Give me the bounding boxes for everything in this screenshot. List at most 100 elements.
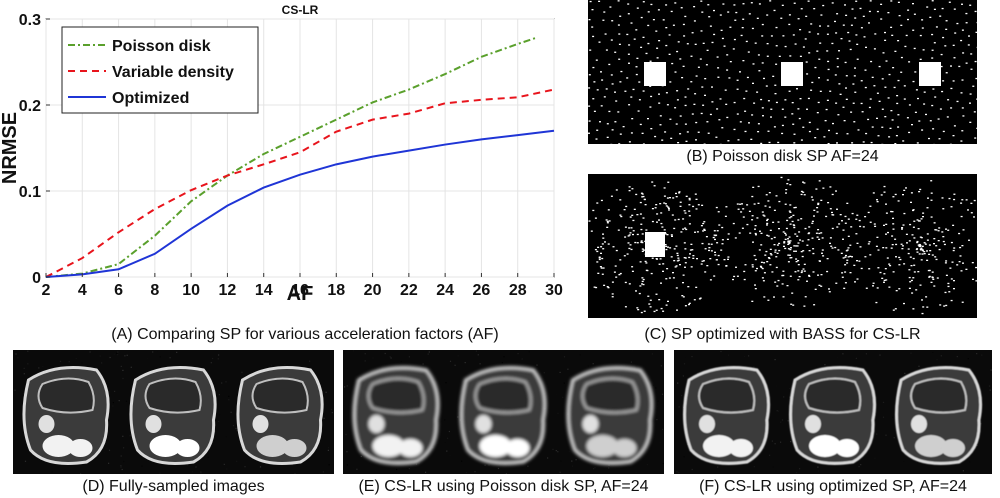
sample-point (684, 212, 687, 214)
sample-point (941, 231, 944, 233)
sample-point (684, 227, 687, 229)
sample-point (770, 116, 772, 118)
sample-point (693, 299, 696, 301)
sample-point (896, 95, 899, 97)
sample-point (847, 247, 850, 249)
sample-point (816, 207, 819, 209)
sample-point (763, 77, 765, 80)
sample-point (959, 246, 962, 249)
sample-point (606, 136, 609, 138)
sample-point (630, 132, 633, 134)
sample-point (862, 141, 865, 143)
sample-point (618, 33, 621, 35)
sample-point (707, 132, 710, 134)
sample-point (640, 16, 643, 19)
sample-point (811, 237, 814, 239)
sample-point (781, 274, 784, 277)
noise-speck (356, 377, 358, 379)
sample-point (632, 219, 635, 222)
sample-point (761, 62, 764, 64)
noise-speck (207, 456, 209, 458)
sample-point (789, 240, 792, 242)
sample-point (671, 235, 673, 237)
sample-point (828, 129, 830, 132)
sample-point (593, 81, 596, 83)
sample-point (641, 283, 643, 285)
calibration-block (644, 62, 666, 86)
sample-point (797, 219, 800, 221)
sample-point (843, 120, 846, 122)
sample-point (688, 210, 691, 212)
sample-point (764, 205, 767, 207)
sample-point (819, 25, 821, 27)
sample-point (705, 236, 708, 238)
legend-entry: Variable density (112, 64, 234, 81)
sample-point (960, 202, 963, 204)
noise-speck (893, 437, 895, 439)
sample-point (873, 223, 876, 225)
sample-point (696, 258, 698, 260)
sample-point (960, 92, 963, 94)
sample-point (908, 240, 911, 242)
sample-point (684, 248, 687, 250)
sample-point (742, 208, 745, 210)
noise-speck (81, 362, 83, 364)
noise-speck (108, 462, 110, 464)
knee-tissue (368, 415, 385, 433)
sample-point (653, 310, 656, 313)
sample-point (800, 190, 803, 193)
sample-point (872, 282, 875, 284)
sample-point (619, 133, 622, 135)
sample-point (873, 48, 876, 50)
sample-point (868, 241, 871, 243)
sample-point (773, 236, 776, 239)
noise-speck (372, 357, 374, 359)
sample-point (706, 121, 709, 123)
noise-speck (787, 420, 789, 422)
sample-point (818, 180, 821, 182)
sample-point (701, 11, 704, 13)
sample-point (911, 234, 914, 236)
noise-speck (660, 365, 662, 367)
sample-point (670, 234, 673, 236)
noise-speck (349, 399, 352, 401)
sample-point (880, 194, 883, 196)
poisson-disk-points (588, 0, 977, 144)
sample-point (818, 232, 821, 235)
sample-point (636, 233, 639, 236)
knee-bone (367, 377, 425, 414)
sample-point (669, 81, 672, 83)
knee-tissue (68, 439, 93, 457)
sample-point (903, 98, 906, 100)
sample-point (786, 285, 789, 287)
sample-point (673, 227, 676, 230)
sample-point (763, 272, 766, 274)
noise-speck (218, 420, 220, 423)
sample-point (882, 247, 885, 249)
sample-point (810, 196, 813, 198)
sample-point (611, 83, 614, 85)
sample-point (659, 203, 662, 205)
sample-point (666, 104, 669, 106)
sample-point (642, 217, 645, 219)
sample-point (844, 61, 847, 64)
sample-point (672, 277, 675, 279)
sample-point (762, 115, 764, 117)
noise-speck (457, 416, 459, 418)
noise-speck (904, 372, 906, 374)
sample-point (716, 108, 719, 110)
sample-point (615, 189, 618, 191)
noise-speck (325, 391, 327, 393)
knee-slice (788, 366, 877, 465)
sample-point (858, 219, 861, 222)
noise-speck (120, 365, 122, 367)
sample-point (900, 71, 903, 73)
sample-point (921, 299, 923, 301)
sample-point (849, 244, 852, 246)
sample-point (777, 141, 780, 144)
sample-point (695, 198, 698, 200)
sample-point (870, 141, 873, 144)
sample-point (912, 209, 915, 211)
sample-point (884, 116, 887, 118)
